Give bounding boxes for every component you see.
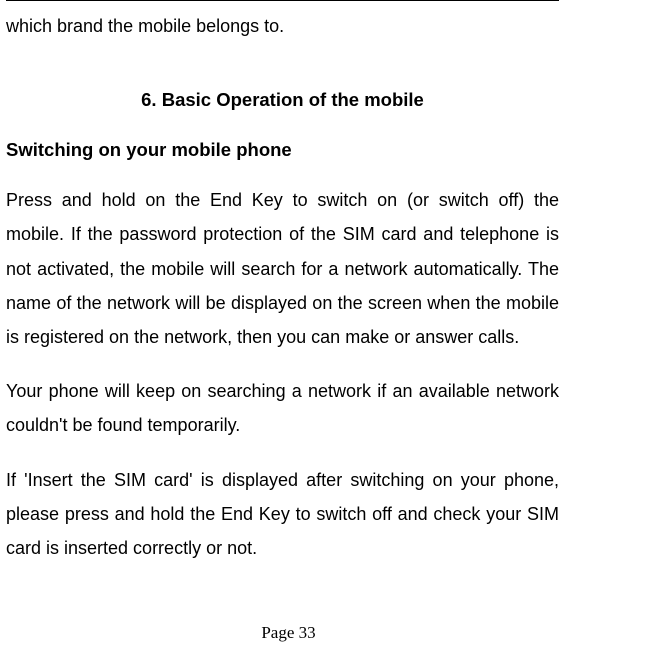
page-number: Page 33 (6, 623, 571, 643)
section-title: Switching on your mobile phone (6, 129, 559, 173)
chapter-title: 6. Basic Operation of the mobile (6, 71, 559, 129)
body-paragraph: If 'Insert the SIM card' is displayed af… (6, 453, 559, 576)
body-paragraph: Your phone will keep on searching a netw… (6, 364, 559, 452)
document-page: which brand the mobile belongs to. 6. Ba… (0, 0, 565, 649)
body-paragraph: Press and hold on the End Key to switch … (6, 173, 559, 364)
prev-page-fragment: which brand the mobile belongs to. (6, 1, 559, 71)
